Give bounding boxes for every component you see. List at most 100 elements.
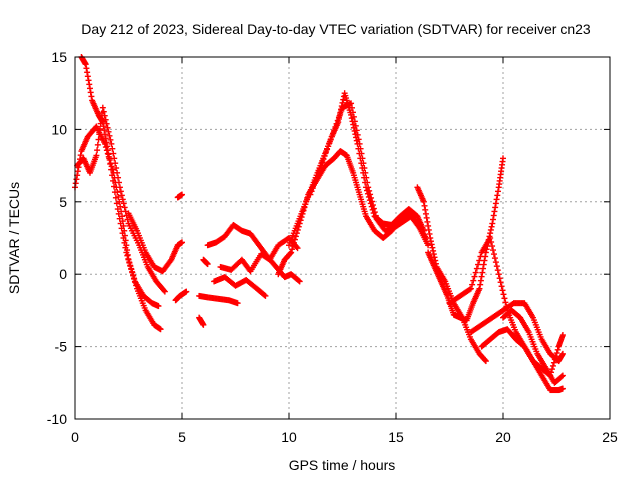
- data-point: [333, 120, 340, 127]
- data-point: [331, 127, 338, 134]
- y-tick-label: -10: [47, 411, 67, 427]
- data-point: [320, 156, 327, 163]
- data-point: [82, 61, 89, 68]
- data-point: [114, 206, 121, 213]
- data-point: [349, 104, 356, 111]
- data-point: [420, 198, 427, 205]
- series-track-8: [196, 292, 241, 307]
- series-track-9: [200, 256, 211, 268]
- data-point: [359, 155, 366, 162]
- data-point: [324, 146, 331, 153]
- data-point: [478, 273, 485, 280]
- grid-lines: [75, 57, 610, 419]
- data-point: [316, 165, 323, 172]
- data-point: [501, 295, 508, 302]
- chart-title: Day 212 of 2023, Sidereal Day-to-day VTE…: [81, 21, 591, 37]
- data-point: [421, 202, 428, 209]
- data-point: [115, 174, 122, 181]
- data-point: [97, 120, 104, 127]
- data-point: [472, 269, 479, 276]
- data-point: [423, 214, 430, 221]
- data-point: [107, 160, 114, 167]
- data-point: [500, 291, 507, 298]
- data-point: [307, 191, 314, 198]
- data-point: [494, 192, 501, 199]
- data-point: [364, 179, 371, 186]
- data-point: [315, 169, 322, 176]
- series-track-5: [172, 288, 190, 304]
- data-point: [179, 239, 185, 246]
- data-point: [425, 222, 432, 229]
- data-point: [118, 192, 125, 199]
- data-point: [357, 145, 364, 152]
- data-point: [108, 166, 115, 173]
- data-point: [368, 194, 375, 201]
- data-point: [109, 145, 116, 152]
- axis-ticks: 0 5 10 15 20 25 -10 -5 0 5 10 15: [47, 49, 618, 445]
- data-point: [553, 350, 560, 357]
- data-point: [494, 267, 501, 274]
- data-point: [110, 150, 117, 157]
- series-track-2: [78, 54, 162, 310]
- data-point: [425, 226, 432, 233]
- data-point: [491, 208, 498, 215]
- data-point: [482, 357, 489, 364]
- data-point: [200, 321, 207, 328]
- data-point: [113, 165, 120, 172]
- data-point: [116, 215, 123, 222]
- data-point: [476, 257, 483, 264]
- data-point: [113, 200, 120, 207]
- y-tick-label: 10: [51, 121, 67, 137]
- data-point: [366, 187, 373, 194]
- data-point: [118, 225, 125, 232]
- data-point: [559, 332, 566, 339]
- data-point: [287, 250, 294, 257]
- data-point: [72, 180, 79, 187]
- data-point: [261, 292, 268, 299]
- series-track-11: [211, 274, 269, 299]
- data-point: [104, 124, 111, 131]
- data-point: [326, 140, 333, 147]
- data-point: [102, 135, 109, 142]
- data-point: [308, 188, 315, 195]
- x-tick-label: 15: [388, 429, 404, 445]
- data-point: [371, 209, 378, 216]
- data-point: [110, 183, 117, 190]
- data-point: [500, 155, 506, 162]
- series-track-6: [174, 191, 185, 201]
- data-point: [466, 286, 473, 293]
- data-point: [550, 359, 557, 366]
- series-track-12: [217, 235, 301, 275]
- data-point: [480, 265, 487, 272]
- data-point: [96, 131, 103, 138]
- data-point: [497, 279, 504, 286]
- data-point: [321, 152, 328, 159]
- data-point: [293, 244, 300, 251]
- data-point: [318, 162, 325, 169]
- data-point: [488, 239, 495, 246]
- data-point: [499, 287, 506, 294]
- data-point: [310, 181, 317, 188]
- data-point: [479, 269, 486, 276]
- data-point: [493, 196, 500, 203]
- data-point: [482, 358, 489, 365]
- data-point: [360, 160, 367, 167]
- data-point: [352, 122, 359, 129]
- data-point: [473, 265, 480, 272]
- data-point: [313, 175, 320, 182]
- data-point: [295, 277, 302, 284]
- data-point: [325, 143, 332, 150]
- data-point: [101, 112, 108, 119]
- data-point: [129, 268, 136, 275]
- data-point: [112, 194, 119, 201]
- data-point: [492, 204, 499, 211]
- data-point: [120, 200, 127, 207]
- data-point: [111, 189, 118, 196]
- data-point: [99, 104, 106, 111]
- series-track-21: [500, 307, 566, 386]
- data-point: [73, 176, 80, 183]
- data-point: [122, 244, 129, 251]
- data-point: [289, 246, 296, 253]
- y-tick-label: -5: [55, 339, 68, 355]
